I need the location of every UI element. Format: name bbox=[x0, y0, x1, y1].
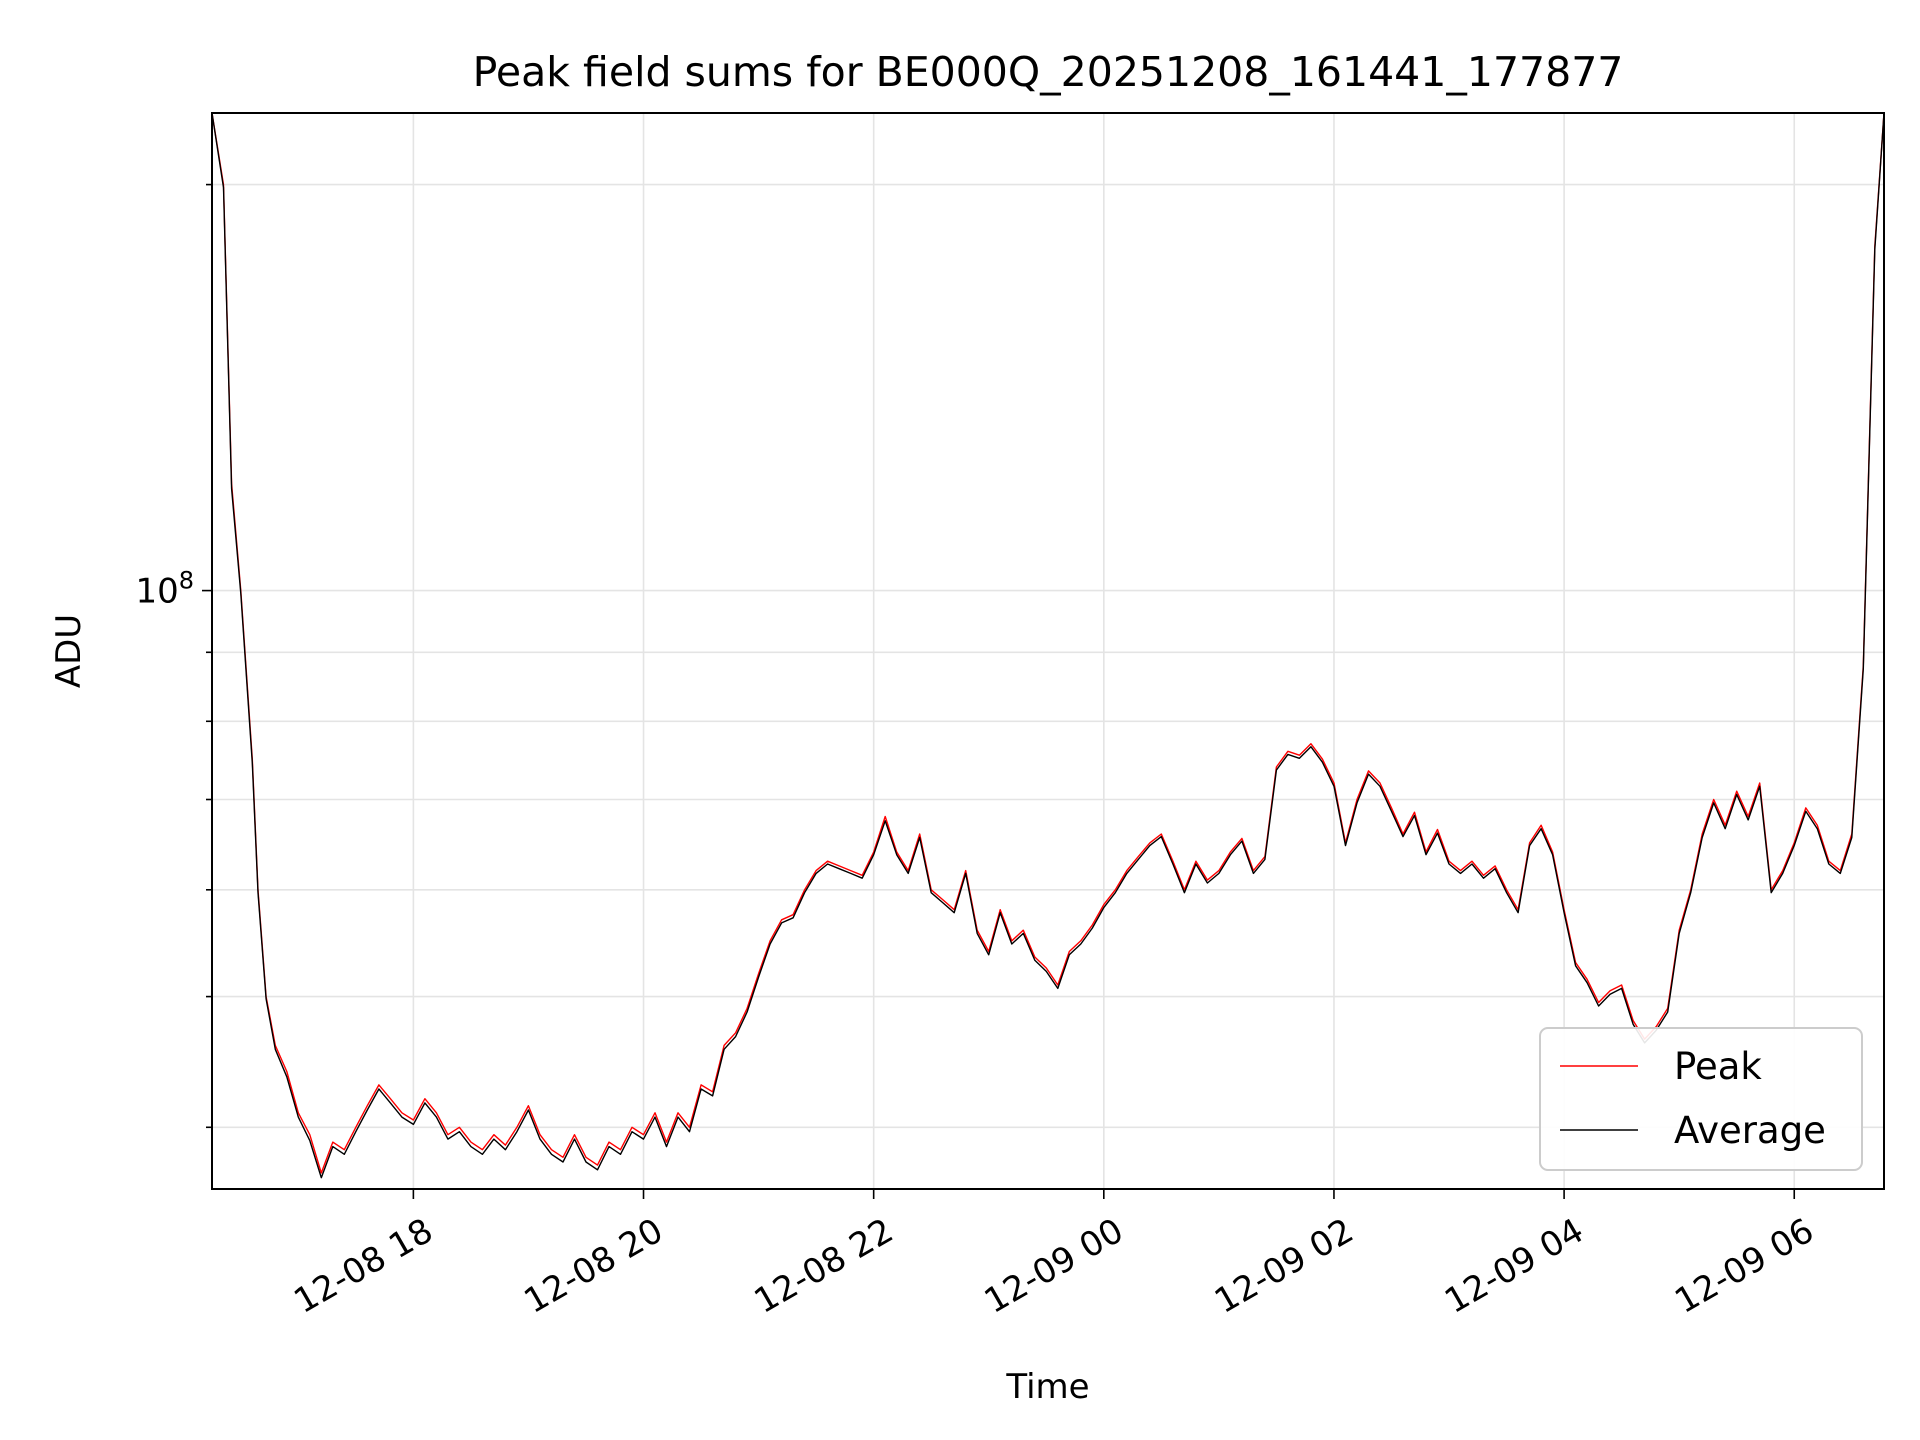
legend: Peak Average bbox=[1539, 1027, 1863, 1171]
legend-label-average: Average bbox=[1674, 1109, 1826, 1152]
legend-box bbox=[1539, 1027, 1863, 1171]
plot-frame bbox=[211, 112, 1885, 1190]
series-layer bbox=[212, 113, 1884, 1179]
y-tick-label-exponent: 8 bbox=[179, 567, 194, 595]
x-axis-label: Time bbox=[1005, 1367, 1089, 1407]
y-tick-label: 108 bbox=[135, 567, 194, 612]
grid bbox=[212, 113, 1884, 1189]
legend-label-peak: Peak bbox=[1674, 1045, 1762, 1088]
series-line-peak bbox=[212, 113, 1884, 1174]
y-axis-label: ADU bbox=[49, 614, 89, 688]
series-line-average bbox=[212, 113, 1884, 1179]
y-tick-label-base: 10 bbox=[135, 572, 178, 612]
chart-title: Peak field sums for BE000Q_20251208_1614… bbox=[473, 48, 1624, 96]
